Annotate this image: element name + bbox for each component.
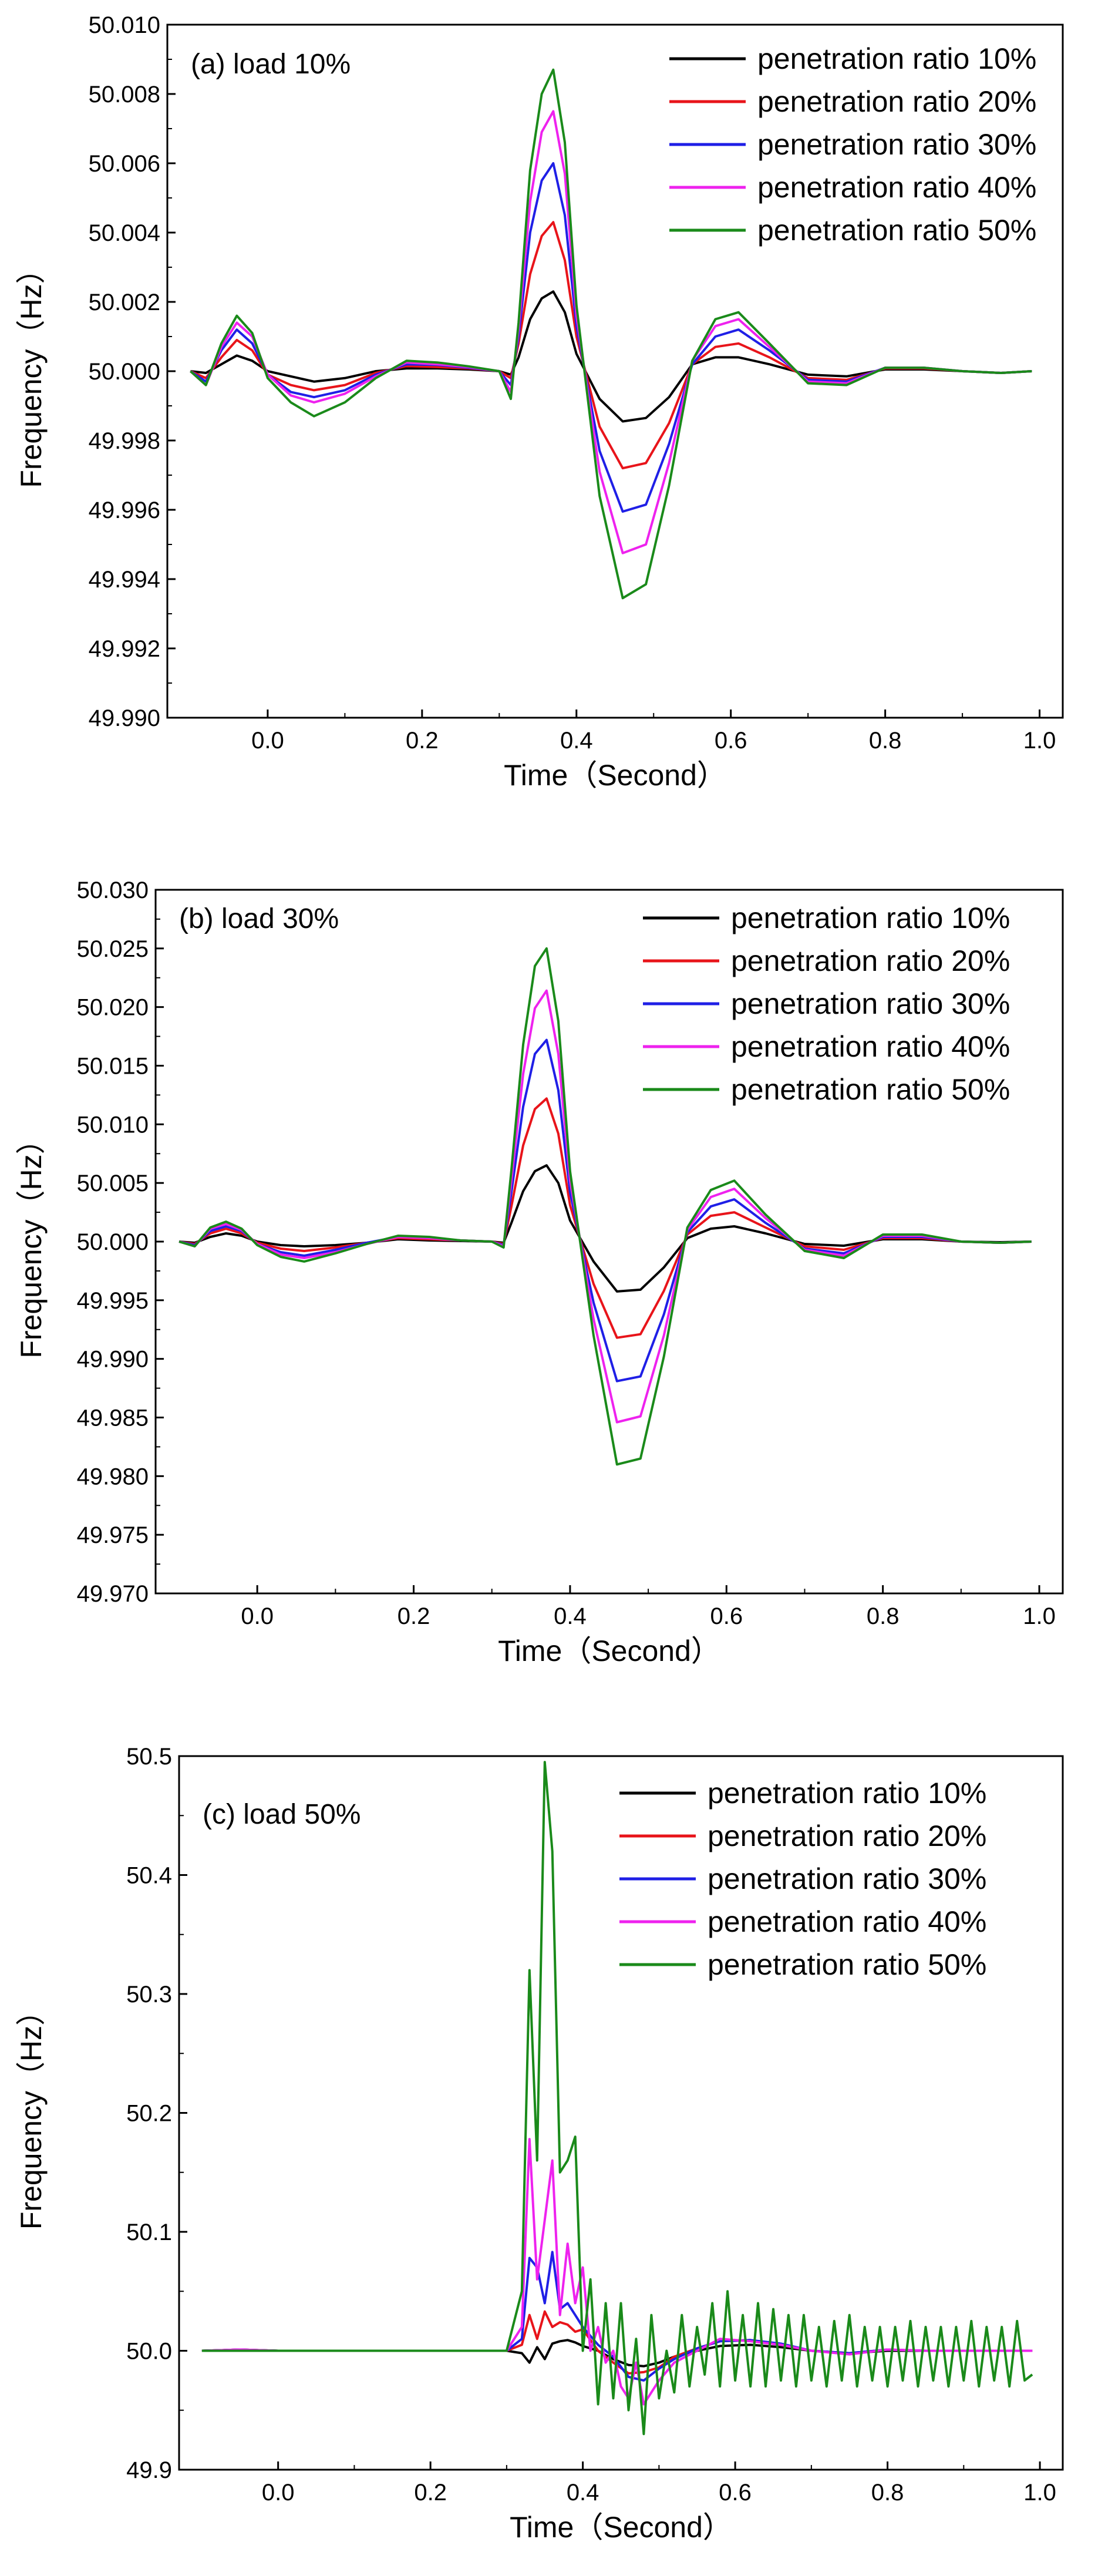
y-tick-label: 49.990 <box>89 705 160 731</box>
x-tick-label: 0.6 <box>710 1603 743 1629</box>
y-tick-label: 49.980 <box>77 1464 149 1489</box>
series-line-30pct <box>190 162 1032 513</box>
y-tick-label: 49.998 <box>89 428 160 454</box>
y-tick-label: 50.006 <box>89 151 160 177</box>
y-tick-label: 50.5 <box>126 1744 172 1770</box>
y-tick-label: 49.992 <box>89 636 160 662</box>
y-tick-label: 49.970 <box>77 1581 149 1607</box>
legend-label: penetration ratio 30% <box>757 128 1036 161</box>
series-line-50pct <box>201 1761 1033 2436</box>
y-tick-label: 50.005 <box>77 1171 149 1196</box>
x-tick-label: 0.4 <box>567 2480 599 2506</box>
y-tick-label: 50.015 <box>77 1054 149 1080</box>
chart-panel-a: 49.990 49.992 49.994 49.996 49.998 50.000 50.0… <box>15 12 1064 792</box>
y-tick-label: 50.002 <box>89 290 160 315</box>
y-tick-label: 50.000 <box>77 1229 149 1255</box>
legend-label: penetration ratio 20% <box>708 1820 986 1852</box>
y-tick-label: 50.0 <box>126 2339 172 2365</box>
y-tick-label: 50.020 <box>77 995 149 1021</box>
y-tick-label: 49.9 <box>126 2457 172 2483</box>
legend-label: penetration ratio 30% <box>708 1862 986 1895</box>
y-tick-label: 50.010 <box>89 12 160 38</box>
x-axis-label: Time（Second） <box>504 759 726 792</box>
x-tick-label: 0.8 <box>871 2480 904 2506</box>
y-tick-label: 49.985 <box>77 1405 149 1431</box>
y-tick-label: 49.975 <box>77 1522 149 1548</box>
y-axis-label: Frequency（Hz） <box>15 254 48 487</box>
legend-label: penetration ratio 50% <box>731 1073 1010 1106</box>
y-axis-label: Frequency（Hz） <box>15 1125 48 1358</box>
y-tick-label: 50.030 <box>77 877 149 903</box>
panel-title: (a) load 10% <box>191 49 351 80</box>
series-line-10pct <box>190 290 1032 423</box>
legend-label: penetration ratio 50% <box>708 1948 986 1981</box>
x-tick-label: 0.0 <box>251 728 284 754</box>
legend: penetration ratio 10% penetration ratio 2… <box>669 42 1036 247</box>
x-tick-label: 1.0 <box>1023 728 1056 754</box>
x-tick-label: 1.0 <box>1023 2480 1056 2506</box>
y-tick-label: 49.996 <box>89 497 160 523</box>
series-line-10pct <box>178 1164 1032 1293</box>
x-tick-label: 0.6 <box>719 2480 752 2506</box>
series-line-30pct <box>178 1038 1032 1383</box>
legend-label: penetration ratio 40% <box>757 171 1036 204</box>
y-tick-label: 50.4 <box>126 1863 172 1889</box>
legend-label: penetration ratio 50% <box>757 214 1036 247</box>
x-tick-label: 0.6 <box>715 728 747 754</box>
x-tick-label: 0.4 <box>554 1603 587 1629</box>
y-tick-label: 50.004 <box>89 220 160 246</box>
y-tick-label: 50.1 <box>126 2219 172 2245</box>
x-tick-label: 1.0 <box>1023 1603 1056 1629</box>
y-tick-label: 50.025 <box>77 936 149 962</box>
y-tick-label: 50.000 <box>89 359 160 385</box>
legend: penetration ratio 10% penetration ratio 2… <box>643 902 1010 1106</box>
legend-label: penetration ratio 20% <box>757 85 1036 118</box>
y-axis-label: Frequency（Hz） <box>15 1996 48 2229</box>
panel-title: (b) load 30% <box>179 903 339 934</box>
chart-panel-c: 49.9 50.0 50.1 50.2 50.3 50.4 50.5 0.0 0.2 0.4 0.6… <box>15 1744 1064 2544</box>
x-axis-label: Time（Second） <box>510 2511 732 2544</box>
chart-panel-b: 49.970 49.975 49.980 49.985 49.990 49.995 50.0… <box>15 877 1064 1667</box>
legend: penetration ratio 10% penetration ratio 2… <box>619 1777 986 1981</box>
series-line-20pct <box>190 221 1032 470</box>
x-tick-label: 0.2 <box>406 728 439 754</box>
y-tick-label: 50.2 <box>126 2101 172 2127</box>
y-tick-label: 49.995 <box>77 1288 149 1314</box>
legend-label: penetration ratio 10% <box>757 42 1036 75</box>
x-tick-label: 0.2 <box>398 1603 430 1629</box>
legend-label: penetration ratio 20% <box>731 944 1010 977</box>
legend-label: penetration ratio 40% <box>731 1030 1010 1063</box>
y-tick-label: 49.994 <box>89 567 160 593</box>
y-tick-label: 50.3 <box>126 1982 172 2007</box>
x-axis-label: Time（Second） <box>498 1635 720 1667</box>
series-line-50pct <box>190 68 1032 600</box>
series-line-40pct <box>178 989 1032 1424</box>
y-tick-label: 50.010 <box>77 1112 149 1138</box>
panel-title: (c) load 50% <box>203 1799 361 1830</box>
x-tick-label: 0.8 <box>869 728 902 754</box>
x-tick-label: 0.0 <box>241 1603 274 1629</box>
series-line-40pct <box>190 110 1032 554</box>
legend-label: penetration ratio 30% <box>731 987 1010 1020</box>
x-tick-label: 0.4 <box>560 728 593 754</box>
y-tick-label: 49.990 <box>77 1347 149 1373</box>
x-tick-label: 0.2 <box>414 2480 447 2506</box>
legend-label: penetration ratio 10% <box>731 902 1010 934</box>
series-line-20pct <box>178 1097 1032 1339</box>
x-tick-label: 0.8 <box>867 1603 900 1629</box>
series-line-50pct <box>178 947 1032 1466</box>
legend-label: penetration ratio 40% <box>708 1905 986 1938</box>
y-tick-label: 50.008 <box>89 82 160 107</box>
legend-label: penetration ratio 10% <box>708 1777 986 1810</box>
x-tick-label: 0.0 <box>262 2480 295 2506</box>
